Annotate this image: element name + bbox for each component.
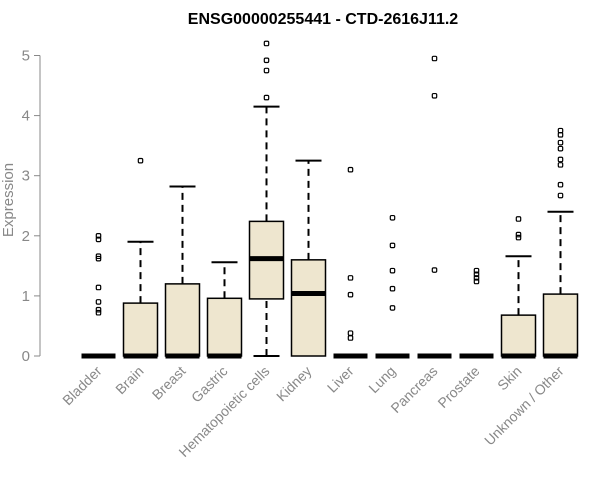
x-tick-label: Skin	[494, 363, 525, 394]
outlier-point	[347, 275, 354, 281]
y-tick-label: 1	[22, 288, 30, 305]
outlier-point	[389, 305, 396, 311]
box-hematopoietic-cells	[248, 40, 285, 357]
outlier-point	[95, 299, 102, 305]
outlier-point	[557, 192, 564, 199]
outlier-point	[557, 145, 564, 152]
boxes-group	[81, 40, 579, 359]
box-unknown-other	[542, 127, 579, 359]
iqr-box	[206, 297, 243, 357]
x-tick-label: Brain	[112, 363, 146, 397]
outlier-point	[557, 162, 564, 168]
x-tick-label: Lung	[365, 363, 398, 396]
outlier-point	[263, 40, 270, 47]
box-pancreas	[417, 55, 452, 359]
outlier-point	[95, 233, 102, 239]
iqr-box	[290, 259, 327, 357]
outlier-point	[263, 57, 270, 64]
outlier-point	[473, 275, 480, 281]
outlier-point	[347, 291, 354, 298]
y-tick-label: 4	[22, 108, 30, 125]
outlier-point	[389, 267, 396, 274]
box-lung	[375, 214, 410, 359]
outlier-point	[137, 157, 144, 164]
outlier-point	[515, 216, 522, 222]
outlier-point	[431, 55, 438, 62]
box-prostate	[459, 267, 494, 359]
outlier-point	[431, 267, 438, 273]
outlier-point	[557, 181, 564, 188]
x-tick-label: Pancreas	[387, 363, 440, 416]
y-tick-label: 5	[22, 48, 30, 65]
box-kidney	[290, 159, 327, 357]
box-bladder	[81, 233, 116, 359]
outlier-point	[515, 231, 522, 238]
outlier-point	[557, 139, 564, 146]
x-tick-label: Breast	[149, 363, 189, 403]
x-tick-label: Kidney	[273, 363, 315, 405]
outlier-point	[95, 253, 102, 260]
outlier-point	[389, 285, 396, 292]
chart-title: ENSG00000255441 - CTD-2616J11.2	[188, 11, 459, 28]
outlier-point	[263, 67, 270, 74]
outlier-point	[473, 278, 480, 285]
box-breast	[164, 185, 201, 359]
x-tick-label: Unknown / Other	[481, 363, 567, 449]
outlier-point	[473, 267, 480, 274]
outlier-point	[557, 127, 564, 134]
outlier-point	[347, 166, 354, 173]
outlier-point	[95, 236, 102, 243]
outlier-point	[95, 284, 102, 291]
box-gastric	[206, 261, 243, 359]
outlier-point	[347, 330, 354, 336]
y-axis: 0 1 2 3 4 5	[22, 48, 41, 365]
y-tick-label: 2	[22, 228, 30, 245]
box-brain	[122, 157, 159, 359]
y-tick-label: 0	[22, 348, 30, 365]
x-tick-label: Liver	[324, 363, 357, 396]
box-skin	[500, 216, 537, 359]
y-axis-label: Expression	[0, 163, 17, 237]
box-liver	[333, 166, 368, 359]
outlier-point	[473, 271, 480, 278]
outlier-point	[95, 309, 102, 316]
iqr-box	[164, 283, 201, 357]
outlier-point	[347, 335, 354, 341]
iqr-box	[122, 302, 159, 357]
x-tick-label: Bladder	[59, 363, 105, 409]
outlier-point	[263, 94, 270, 101]
iqr-box	[542, 293, 579, 357]
outlier-point	[389, 214, 396, 221]
y-tick-label: 3	[22, 168, 30, 185]
outlier-point	[431, 92, 438, 99]
outlier-point	[515, 234, 522, 241]
outlier-point	[95, 306, 102, 313]
x-tick-label: Prostate	[434, 363, 482, 411]
iqr-box	[500, 314, 537, 357]
outlier-point	[557, 156, 564, 163]
outlier-point	[389, 242, 396, 249]
